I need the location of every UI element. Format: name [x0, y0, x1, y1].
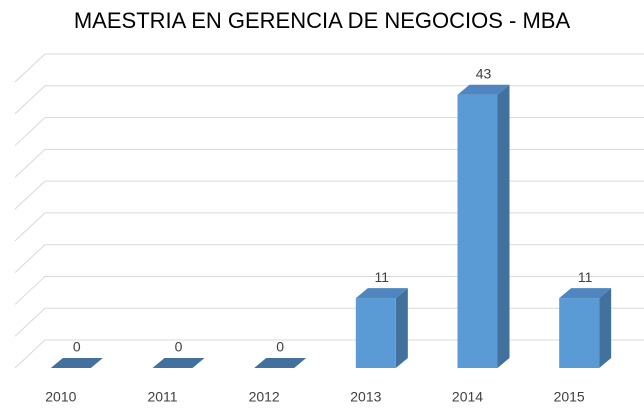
bar [50, 358, 103, 368]
bar-top [457, 84, 510, 95]
bar [152, 358, 205, 368]
grid-line [14, 53, 644, 83]
data-label: 0 [175, 339, 183, 355]
data-label: 0 [276, 339, 284, 355]
bar-side [395, 288, 408, 368]
grid-line [14, 85, 644, 115]
bar [559, 298, 600, 368]
x-tick-label: 2013 [350, 389, 381, 405]
bar [254, 358, 307, 368]
bar-side [497, 84, 510, 368]
grid-line [14, 212, 644, 242]
bar [457, 94, 498, 368]
x-tick-label: 2011 [147, 389, 177, 405]
x-tick-label: 2014 [452, 389, 483, 405]
grid-line [14, 307, 644, 337]
bar-top [559, 288, 612, 299]
data-label: 0 [73, 339, 81, 355]
data-label: 11 [578, 269, 593, 285]
bar-side [599, 288, 612, 368]
grid-line [14, 275, 644, 305]
x-tick-label: 2015 [554, 389, 585, 405]
data-label: 11 [375, 269, 390, 285]
grid-line [14, 148, 644, 178]
x-tick-label: 2010 [45, 389, 76, 405]
grid-line [14, 339, 644, 369]
chart-title: MAESTRIA EN GERENCIA DE NEGOCIOS - MBA [74, 8, 571, 33]
bar-top [355, 288, 408, 299]
grid-line [14, 180, 644, 210]
bar [355, 298, 396, 368]
data-label: 43 [476, 65, 492, 81]
grid-line [14, 244, 644, 274]
grid-line [14, 117, 644, 146]
x-tick-label: 2012 [249, 389, 280, 405]
